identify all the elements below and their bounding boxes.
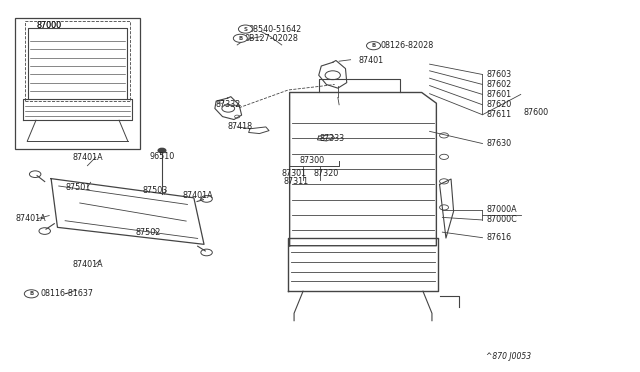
Text: 87401A: 87401A [73, 260, 104, 269]
Text: 87602: 87602 [487, 80, 512, 89]
Text: 87401: 87401 [358, 56, 383, 65]
Text: 87333: 87333 [320, 134, 345, 142]
Circle shape [234, 34, 247, 42]
Text: 08126-82028: 08126-82028 [381, 41, 434, 50]
Circle shape [440, 154, 449, 160]
Text: 0B127-02028: 0B127-02028 [245, 34, 299, 43]
Circle shape [219, 100, 224, 103]
Text: 87600: 87600 [524, 108, 549, 117]
Circle shape [201, 249, 212, 256]
Text: B: B [238, 36, 243, 41]
Text: 87418: 87418 [228, 122, 253, 131]
Text: 87620: 87620 [487, 100, 512, 109]
Bar [15, 18, 140, 149]
Circle shape [158, 148, 166, 153]
Circle shape [222, 105, 235, 112]
Text: 87000C: 87000C [487, 215, 518, 224]
Circle shape [367, 42, 381, 50]
Text: 87320: 87320 [314, 169, 339, 178]
Text: 08540-51642: 08540-51642 [248, 25, 302, 33]
Text: 87311: 87311 [284, 177, 309, 186]
Text: 87401A: 87401A [15, 214, 46, 223]
Text: 87603: 87603 [487, 70, 512, 79]
Text: S: S [243, 26, 248, 32]
Circle shape [201, 196, 212, 202]
Text: B: B [29, 291, 33, 296]
Text: 08116-81637: 08116-81637 [41, 289, 94, 298]
Text: 87611: 87611 [487, 110, 512, 119]
Text: ^870 J0053: ^870 J0053 [486, 352, 531, 361]
Bar [25, 21, 131, 101]
Circle shape [24, 290, 38, 298]
Circle shape [29, 171, 41, 177]
Text: 87616: 87616 [487, 233, 512, 242]
Circle shape [235, 115, 240, 118]
Text: 87301: 87301 [282, 169, 307, 178]
Text: 87332: 87332 [216, 100, 241, 109]
Text: 87000A: 87000A [487, 205, 518, 215]
Text: 87630: 87630 [487, 139, 512, 148]
Text: 87000: 87000 [36, 21, 61, 30]
Circle shape [440, 133, 449, 138]
Circle shape [239, 25, 252, 33]
Text: 87502: 87502 [135, 228, 161, 237]
Text: 87000: 87000 [36, 21, 61, 30]
Text: 96510: 96510 [149, 152, 175, 161]
Text: 87501: 87501 [65, 183, 90, 192]
Text: 87601: 87601 [487, 90, 512, 99]
Circle shape [440, 179, 449, 184]
Text: 87401A: 87401A [183, 192, 214, 201]
Circle shape [39, 228, 51, 234]
Circle shape [325, 71, 340, 80]
Circle shape [440, 205, 449, 210]
Text: 87300: 87300 [300, 155, 324, 165]
Text: 87503: 87503 [143, 186, 168, 195]
Text: 87401A: 87401A [73, 153, 104, 162]
Text: B: B [371, 43, 376, 48]
